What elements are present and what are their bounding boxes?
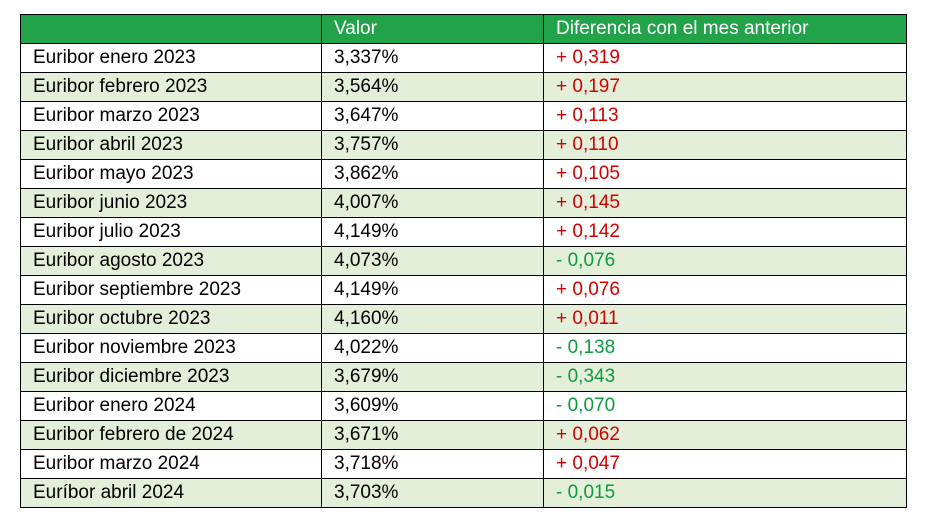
row-value-cell: 3,862% [321, 159, 544, 189]
row-diff-cell: + 0,142 [543, 217, 907, 247]
table-row: Euribor febrero 2023 3,564% + 0,197 [20, 72, 907, 102]
header-row: Valor Diferencia con el mes anterior [20, 14, 907, 44]
row-label-cell: Euribor febrero 2023 [20, 72, 322, 102]
table-row: Euribor octubre 2023 4,160% + 0,011 [20, 304, 907, 334]
row-label-cell: Euríbor abril 2024 [20, 478, 322, 508]
row-diff-cell: - 0,070 [543, 391, 907, 421]
row-label-cell: Euribor noviembre 2023 [20, 333, 322, 363]
row-label-cell: Euribor enero 2024 [20, 391, 322, 421]
table-row: Euribor enero 2024 3,609% - 0,070 [20, 391, 907, 421]
table-row: Euribor febrero de 2024 3,671% + 0,062 [20, 420, 907, 450]
row-value-cell: 3,703% [321, 478, 544, 508]
header-cell-diff: Diferencia con el mes anterior [543, 14, 907, 44]
row-label-cell: Euribor octubre 2023 [20, 304, 322, 334]
row-value-cell: 3,671% [321, 420, 544, 450]
row-value-cell: 4,160% [321, 304, 544, 334]
row-value-cell: 4,022% [321, 333, 544, 363]
row-value-cell: 3,647% [321, 101, 544, 131]
row-value-cell: 3,609% [321, 391, 544, 421]
table-row: Euribor agosto 2023 4,073% - 0,076 [20, 246, 907, 276]
row-label-cell: Euribor enero 2023 [20, 43, 322, 73]
header-cell-value: Valor [321, 14, 544, 44]
table-row: Euribor abril 2023 3,757% + 0,110 [20, 130, 907, 160]
table-row: Euribor junio 2023 4,007% + 0,145 [20, 188, 907, 218]
row-diff-cell: + 0,110 [543, 130, 907, 160]
row-value-cell: 4,073% [321, 246, 544, 276]
row-label-cell: Euribor marzo 2024 [20, 449, 322, 479]
row-label-cell: Euribor septiembre 2023 [20, 275, 322, 305]
table-header: Valor Diferencia con el mes anterior [20, 14, 907, 44]
table-body: Euribor enero 2023 3,337% + 0,319 Euribor f… [20, 43, 907, 508]
row-diff-cell: - 0,343 [543, 362, 907, 392]
table-row: Euríbor abril 2024 3,703% - 0,015 [20, 478, 907, 508]
row-label-cell: Euribor marzo 2023 [20, 101, 322, 131]
header-cell-label [20, 14, 322, 44]
row-value-cell: 4,007% [321, 188, 544, 218]
euribor-table: Valor Diferencia con el mes anterior Eur… [20, 14, 907, 508]
row-label-cell: Euribor mayo 2023 [20, 159, 322, 189]
row-diff-cell: - 0,076 [543, 246, 907, 276]
table-row: Euribor noviembre 2023 4,022% - 0,138 [20, 333, 907, 363]
row-value-cell: 4,149% [321, 217, 544, 247]
row-label-cell: Euribor febrero de 2024 [20, 420, 322, 450]
row-value-cell: 3,337% [321, 43, 544, 73]
table-row: Euribor diciembre 2023 3,679% - 0,343 [20, 362, 907, 392]
row-label-cell: Euribor junio 2023 [20, 188, 322, 218]
row-value-cell: 3,757% [321, 130, 544, 160]
table-row: Euribor marzo 2023 3,647% + 0,113 [20, 101, 907, 131]
row-label-cell: Euribor agosto 2023 [20, 246, 322, 276]
row-value-cell: 3,564% [321, 72, 544, 102]
row-diff-cell: + 0,011 [543, 304, 907, 334]
row-diff-cell: + 0,076 [543, 275, 907, 305]
row-label-cell: Euribor julio 2023 [20, 217, 322, 247]
table-row: Euribor enero 2023 3,337% + 0,319 [20, 43, 907, 73]
row-diff-cell: + 0,062 [543, 420, 907, 450]
row-diff-cell: + 0,105 [543, 159, 907, 189]
table-row: Euribor julio 2023 4,149% + 0,142 [20, 217, 907, 247]
row-diff-cell: - 0,015 [543, 478, 907, 508]
row-diff-cell: + 0,113 [543, 101, 907, 131]
row-diff-cell: + 0,145 [543, 188, 907, 218]
table-row: Euribor mayo 2023 3,862% + 0,105 [20, 159, 907, 189]
row-diff-cell: + 0,197 [543, 72, 907, 102]
table-row: Euribor septiembre 2023 4,149% + 0,076 [20, 275, 907, 305]
row-diff-cell: - 0,138 [543, 333, 907, 363]
row-label-cell: Euribor diciembre 2023 [20, 362, 322, 392]
table-row: Euribor marzo 2024 3,718% + 0,047 [20, 449, 907, 479]
row-diff-cell: + 0,047 [543, 449, 907, 479]
row-value-cell: 4,149% [321, 275, 544, 305]
row-label-cell: Euribor abril 2023 [20, 130, 322, 160]
row-diff-cell: + 0,319 [543, 43, 907, 73]
row-value-cell: 3,718% [321, 449, 544, 479]
row-value-cell: 3,679% [321, 362, 544, 392]
